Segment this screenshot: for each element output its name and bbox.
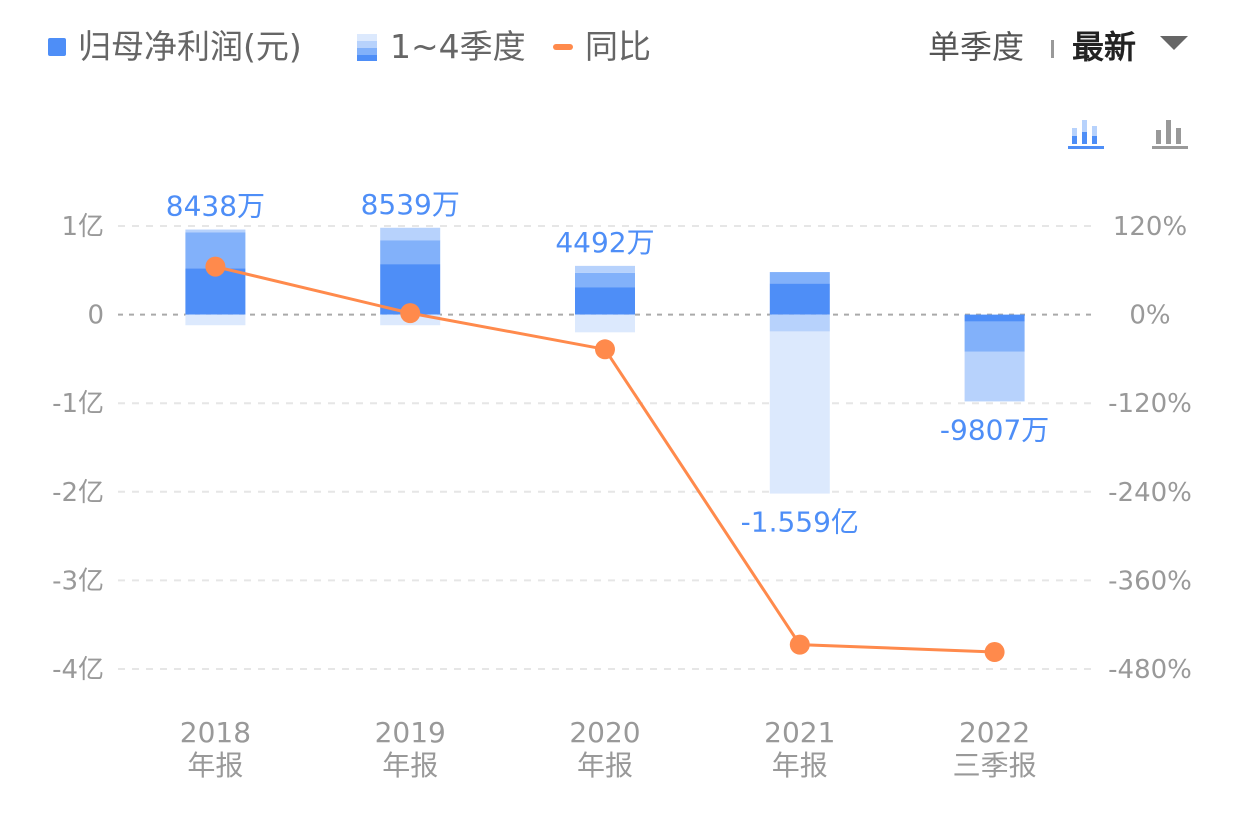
legend-quarters-label: 1~4季度 [390,27,526,66]
bar-segment-q3 [185,229,246,233]
right-tick-label: -240% [1108,478,1192,508]
left-tick-label: -2亿 [52,478,104,508]
bar-segment-q2 [575,272,635,288]
left-axis: 1亿 0 -1亿 -2亿 -3亿 -4亿 [52,212,104,685]
bar-segment-q3 [380,227,441,241]
period-controls: 单季度 最新 [928,28,1188,66]
bar-segment-q3 [964,351,1025,402]
category-label: 2019 年报 [375,716,446,782]
left-tick-label: 0 [87,301,104,331]
right-tick-label: 120% [1113,212,1187,242]
period-latest[interactable]: 最新 [1072,28,1136,66]
legend-quarters-swatch [357,34,377,61]
bar-segment-q1 [575,287,635,315]
bar-segment-q1 [964,314,1025,322]
yoy-point[interactable] [205,256,226,277]
bar-segment-q4 [769,331,830,494]
left-tick-label: -1亿 [52,389,104,419]
bar-segment-q2 [769,272,830,284]
right-tick-label: -120% [1108,389,1192,419]
bar-value-label: 4492万 [555,226,654,259]
legend-net-profit-swatch [48,38,66,56]
bar-segment-q2 [964,321,1025,352]
category-label: 2020 年报 [569,716,640,782]
value-labels: 8438万 8539万 4492万 -1.559亿 -9807万 [166,188,1050,539]
caret-down-icon[interactable] [1160,36,1188,50]
right-axis: 120% 0% -120% -240% -360% -480% [1108,212,1192,685]
stacked-bar-chart-icon[interactable] [1068,120,1104,149]
bar-stack[interactable] [769,272,830,494]
yoy-point[interactable] [400,303,421,324]
bar-stack[interactable] [575,265,635,333]
period-divider [1051,40,1054,58]
bar-value-label: 8539万 [361,188,460,221]
bar-segment-q3 [575,265,635,273]
legend-yoy-label: 同比 [585,27,651,66]
bar-value-label: 8438万 [166,190,265,223]
yoy-line [205,256,1005,663]
left-tick-label: 1亿 [61,212,104,242]
yoy-point[interactable] [789,634,810,655]
legend-net-profit-label: 归母净利润(元) [78,27,302,66]
right-tick-label: 0% [1129,301,1170,331]
yoy-point[interactable] [595,339,615,360]
bar-stack[interactable] [964,314,1025,402]
bar-segment-q2 [380,240,441,265]
right-tick-label: -480% [1108,655,1192,685]
bar-stack[interactable] [185,229,246,326]
left-tick-label: -3亿 [52,566,104,596]
category-label: 2018 年报 [180,716,251,782]
bar-segment-q4 [185,314,246,326]
category-axis: 2018 年报 2019 年报 2020 年报 2021 年报 2022 三季报 [180,716,1037,782]
legend-yoy-swatch [553,44,573,50]
bar-value-label: -9807万 [940,413,1049,446]
category-label: 2022 三季报 [953,716,1037,782]
grouped-bar-chart-icon[interactable] [1152,120,1188,149]
bars [185,227,1025,494]
legend: 归母净利润(元) 1~4季度 同比 [48,27,651,66]
bar-segment-q1 [769,283,830,315]
bar-value-label: -1.559亿 [741,506,859,539]
right-tick-label: -360% [1108,566,1192,596]
period-single-quarter[interactable]: 单季度 [928,28,1024,66]
left-tick-label: -4亿 [52,655,104,685]
bar-segment-q3 [769,314,830,332]
bar-segment-q4 [575,314,635,333]
category-label: 2021 年报 [764,716,835,782]
yoy-point[interactable] [984,642,1005,663]
